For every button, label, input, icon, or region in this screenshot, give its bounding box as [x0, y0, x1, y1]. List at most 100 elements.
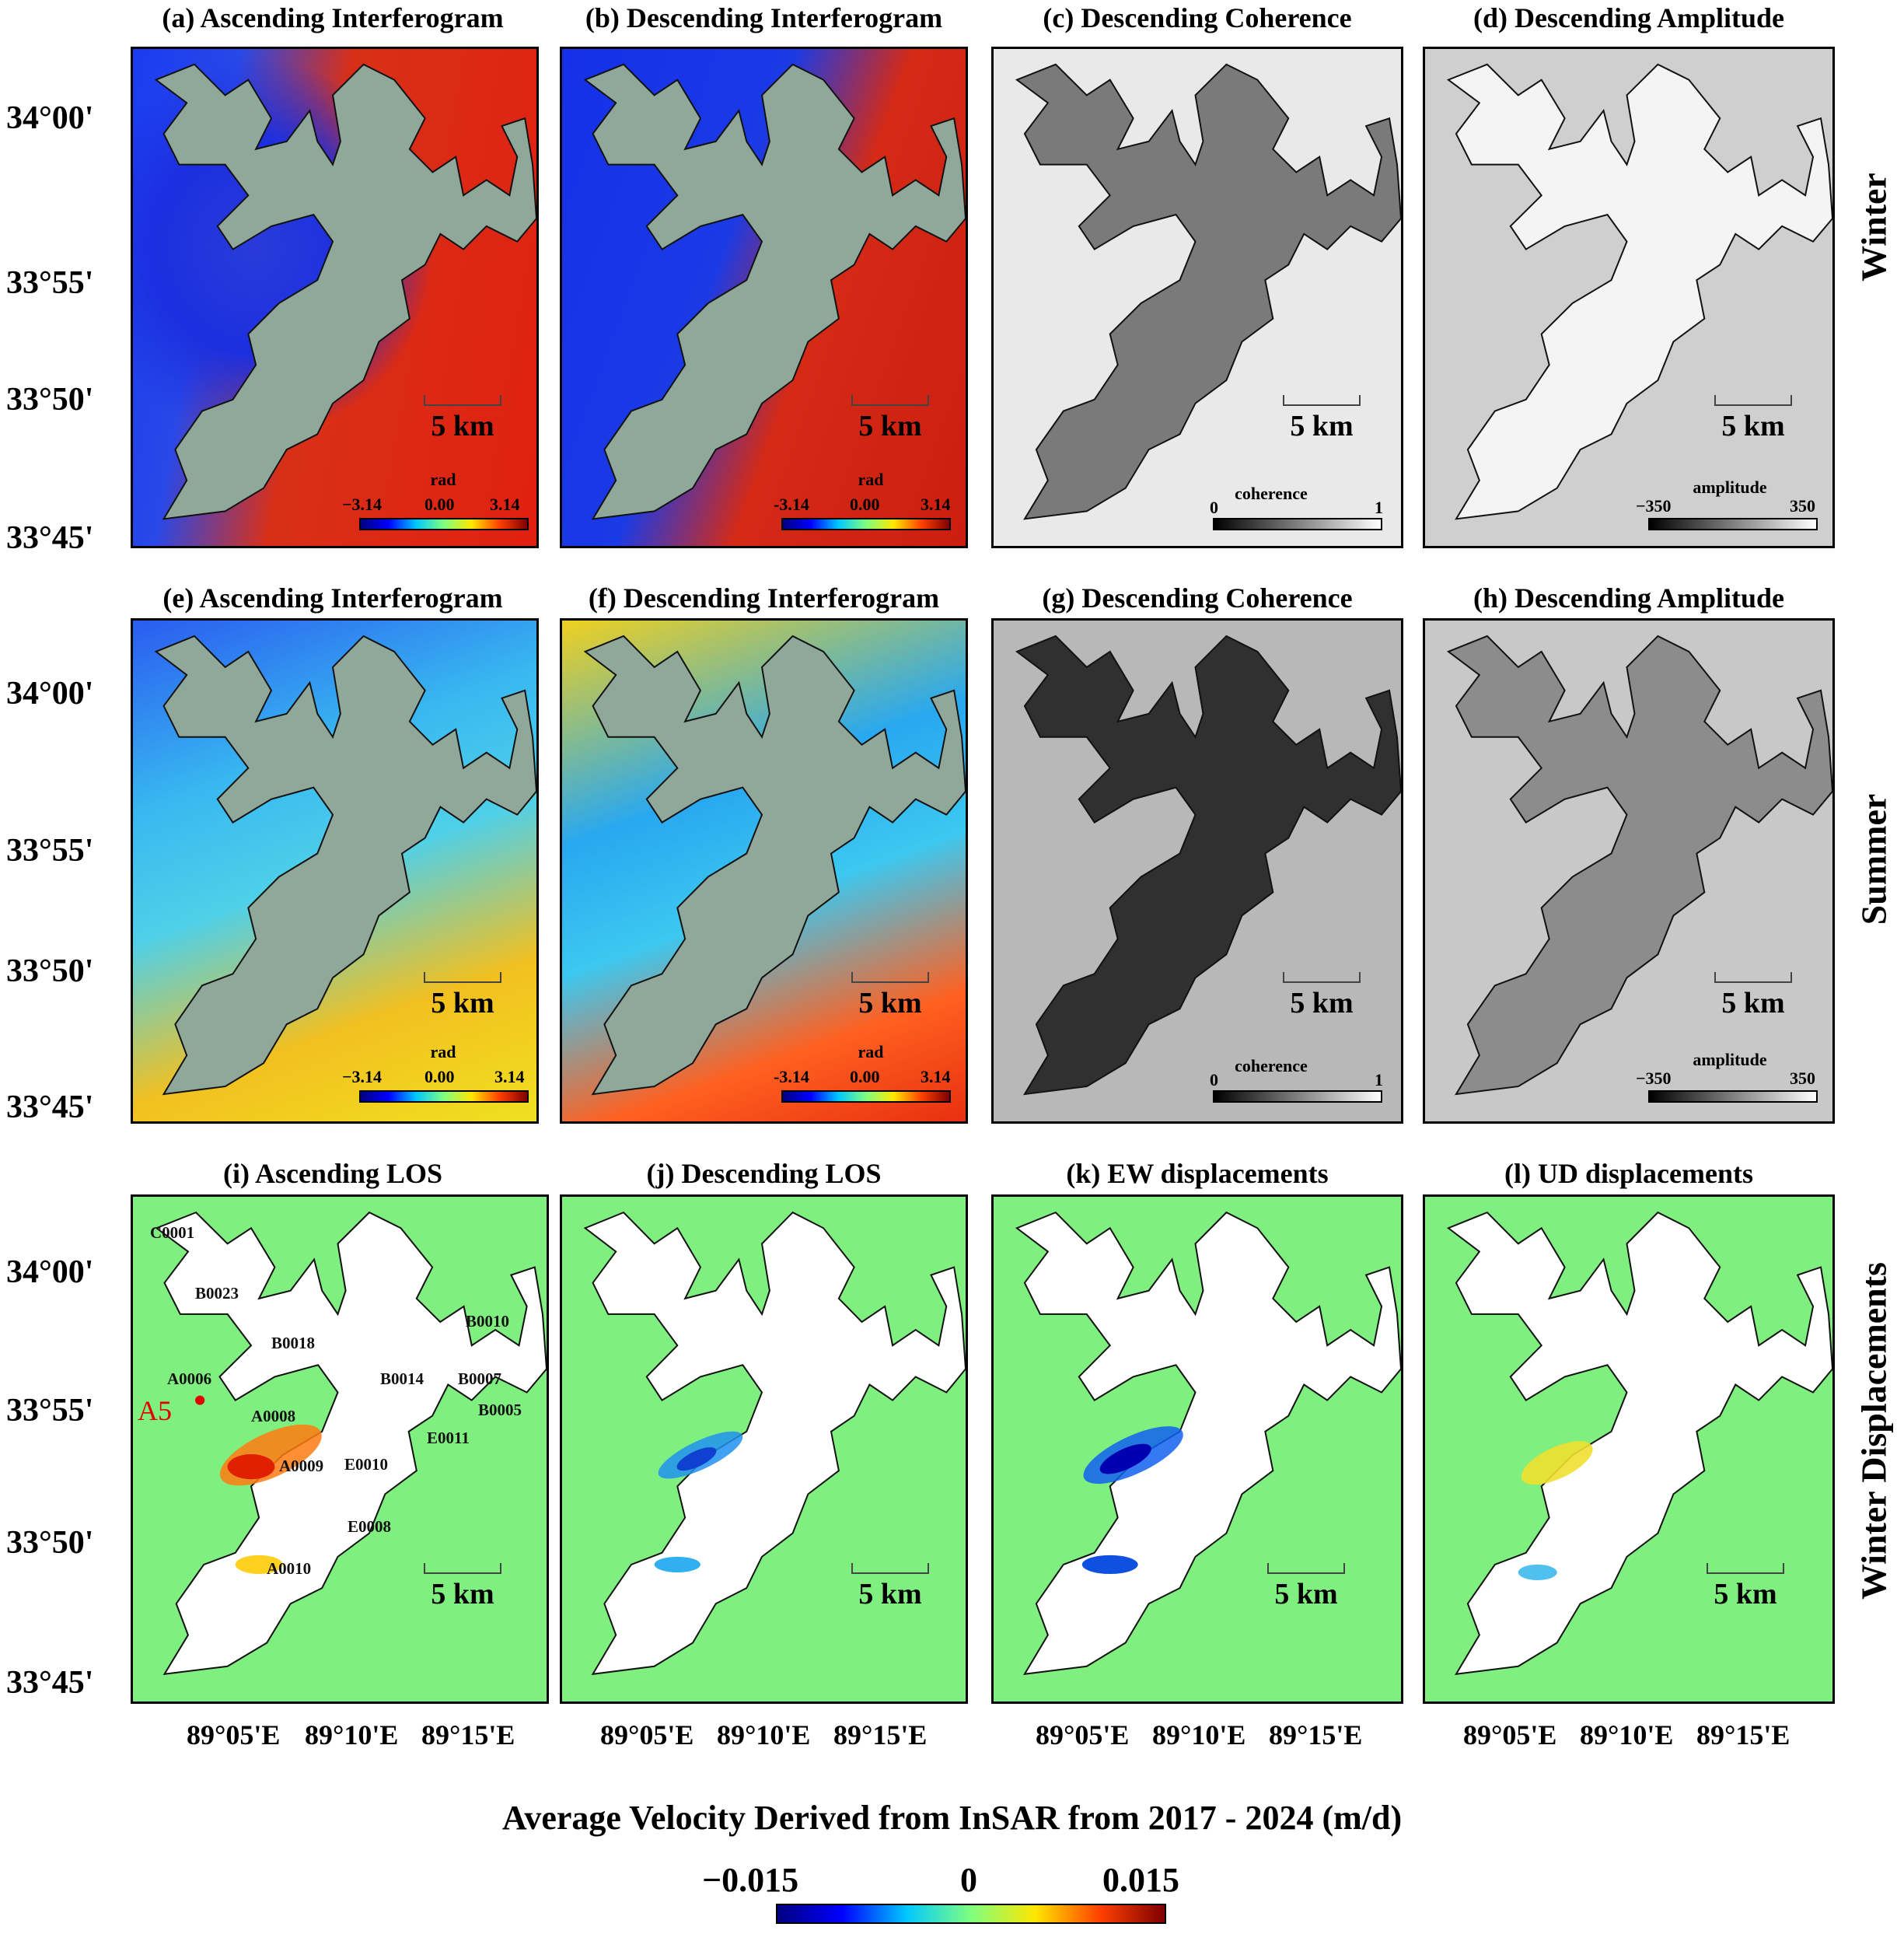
lon-tick-col1-1: 89°10'E	[305, 1719, 399, 1750]
glacier-code-label: C0001	[150, 1223, 195, 1242]
scale-bar-label: 5 km	[1714, 1578, 1777, 1611]
colorbar-title: amplitude	[1693, 1050, 1767, 1069]
glacier-outline	[1447, 635, 1832, 1096]
glacier-code-label: E0008	[348, 1517, 392, 1536]
panel-b-descending-interferogram	[560, 47, 968, 548]
lat-tick-row2-0: 34°00'	[6, 676, 94, 712]
panel-title-f: (f) Descending Interferogram	[588, 582, 940, 614]
colorbar-title: amplitude	[1693, 477, 1767, 497]
panel-title-h: (h) Descending Amplitude	[1473, 582, 1785, 614]
lon-tick-col3-2: 89°15'E	[1269, 1719, 1363, 1750]
scale-bar-label: 5 km	[431, 1578, 494, 1611]
phase-colorbar	[781, 518, 951, 530]
row-label-winter: Winter	[1853, 173, 1894, 282]
scale-bar-label: 5 km	[858, 1578, 922, 1611]
colorbar-title: rad	[430, 1042, 456, 1061]
colorbar-tick-max: 350	[1790, 1068, 1815, 1088]
colorbar-tick-max: 3.14	[921, 495, 951, 514]
lon-tick-col1-0: 89°05'E	[187, 1719, 281, 1750]
colorbar-tick-min: −350	[1636, 496, 1672, 516]
panel-title-c: (c) Descending Coherence	[1043, 2, 1352, 33]
row-label-winter-displacements: Winter Displacements	[1853, 1262, 1894, 1600]
panel-title-j: (j) Descending LOS	[646, 1158, 882, 1189]
colorbar-tick-max: 3.14	[921, 1067, 951, 1086]
glacier-outline	[1015, 1212, 1401, 1675]
lon-tick-col1-2: 89°15'E	[421, 1719, 515, 1750]
colorbar-tick-min: 0	[1210, 498, 1218, 517]
lon-tick-col2-0: 89°05'E	[600, 1719, 694, 1750]
lat-tick-row1-2: 33°50'	[6, 382, 94, 418]
glacier-code-label: B0005	[478, 1401, 522, 1419]
glacier-code-label: A0006	[167, 1369, 212, 1388]
lat-tick-row3-2: 33°50'	[6, 1525, 94, 1561]
colorbar-tick-mid: 0.00	[850, 495, 880, 514]
colorbar-tick-min: 0	[1210, 1070, 1218, 1089]
colorbar-title: rad	[858, 1042, 884, 1061]
panel-title-g: (g) Descending Coherence	[1042, 582, 1353, 614]
velocity-title: Average Velocity Derived from InSAR from…	[501, 1799, 1403, 1837]
glacier-outline	[584, 63, 966, 520]
amplitude-colorbar	[1648, 1090, 1818, 1103]
lat-tick-row2-1: 33°55'	[6, 833, 94, 869]
colorbar-tick-mid: 0.00	[424, 1067, 455, 1086]
colorbar-title: rad	[430, 470, 456, 489]
lon-tick-col4-1: 89°10'E	[1580, 1719, 1674, 1750]
glacier-outline	[1015, 63, 1401, 520]
scale-bar-label: 5 km	[1290, 987, 1354, 1019]
panel-title-k: (k) EW displacements	[1066, 1158, 1329, 1189]
glacier-outline	[155, 635, 536, 1096]
glacier-outline	[584, 635, 966, 1096]
glacier-code-label: B0018	[271, 1334, 316, 1352]
colorbar-tick-mid: 0.00	[424, 495, 455, 514]
panel-g-descending-coherence	[991, 618, 1403, 1124]
lat-tick-row1-1: 33°55'	[6, 265, 94, 301]
glacier-outline	[155, 1212, 547, 1675]
scale-bar-label: 5 km	[431, 410, 494, 442]
colorbar-tick-mid: 0.00	[850, 1067, 880, 1086]
colorbar-tick-max: 1	[1375, 498, 1383, 517]
phase-colorbar	[359, 518, 529, 530]
colorbar-tick-min: -3.14	[774, 495, 809, 514]
panel-a-ascending-interferogram	[131, 47, 539, 548]
colorbar-tick-min: -3.14	[774, 1067, 809, 1086]
glacier-code-label: B0023	[195, 1284, 239, 1303]
glacier-code-label: B0010	[466, 1312, 510, 1331]
glacier-outline	[584, 1212, 966, 1675]
lat-tick-row1-0: 34°00'	[6, 100, 94, 136]
lat-tick-row2-3: 33°45'	[6, 1089, 94, 1125]
coherence-colorbar	[1213, 1090, 1382, 1103]
colorbar-title: rad	[858, 470, 884, 489]
phase-colorbar	[781, 1090, 951, 1103]
point-label-a5: A5	[138, 1395, 172, 1426]
velocity-tick-mid: 0	[960, 1861, 977, 1899]
lat-tick-row2-2: 33°50'	[6, 953, 94, 989]
coherence-colorbar	[1213, 518, 1382, 530]
colorbar-tick-min: −350	[1636, 1068, 1672, 1088]
panel-i-ascending-los: C0001 B0023 B0018 B0010 A0006 B0014 B000…	[131, 1194, 549, 1704]
panel-title-d: (d) Descending Amplitude	[1473, 2, 1785, 33]
panel-k-ew-displacements	[991, 1194, 1403, 1704]
panel-title-b: (b) Descending Interferogram	[585, 2, 943, 33]
scale-bar-label: 5 km	[858, 410, 922, 442]
colorbar-tick-max: 3.14	[490, 495, 520, 514]
colorbar-tick-min: −3.14	[342, 495, 383, 514]
panel-f-descending-interferogram	[560, 618, 968, 1124]
velocity-colorbar	[776, 1904, 1166, 1924]
glacier-code-label: A0009	[279, 1457, 324, 1475]
colorbar-title: coherence	[1235, 484, 1308, 503]
panel-title-i: (i) Ascending LOS	[222, 1158, 443, 1189]
scale-bar-label: 5 km	[1274, 1578, 1338, 1611]
glacier-outline	[1447, 1212, 1832, 1675]
phase-colorbar	[359, 1090, 529, 1103]
lat-tick-row3-3: 33°45'	[6, 1665, 94, 1701]
lat-tick-row3-1: 33°55'	[6, 1393, 94, 1429]
amplitude-colorbar	[1648, 518, 1818, 530]
colorbar-tick-min: −3.14	[342, 1067, 383, 1086]
velocity-tick-max: 0.015	[1102, 1861, 1179, 1899]
panel-j-descending-los	[560, 1194, 968, 1704]
lon-tick-col2-1: 89°10'E	[717, 1719, 811, 1750]
lon-tick-col4-0: 89°05'E	[1463, 1719, 1557, 1750]
glacier-code-label: A0010	[267, 1559, 312, 1578]
glacier-code-label: B0007	[458, 1369, 502, 1388]
panel-title-e: (e) Ascending Interferogram	[162, 582, 503, 614]
